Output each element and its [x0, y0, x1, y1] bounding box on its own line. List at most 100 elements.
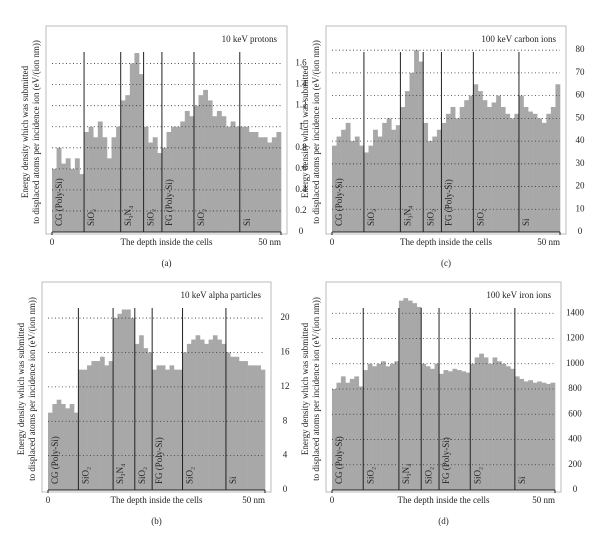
bar	[175, 126, 181, 232]
layer-label: CG (Poly-Si)	[54, 178, 64, 226]
panel-label: (d)	[438, 516, 449, 526]
bar	[372, 366, 377, 490]
bar	[443, 370, 449, 490]
y-tick-label: 800	[568, 383, 582, 393]
bar	[130, 318, 136, 490]
bar	[111, 137, 117, 232]
x-tick-label: 50 nm	[242, 495, 265, 505]
bar	[510, 368, 516, 490]
bar	[88, 126, 94, 232]
bar	[439, 373, 444, 490]
bar	[403, 298, 409, 490]
bar	[134, 53, 140, 233]
y-tick-label: 1000	[566, 358, 585, 368]
bar	[95, 361, 101, 490]
layer-label: Si₃N₄	[402, 206, 412, 226]
bar	[106, 158, 112, 232]
bar	[523, 107, 529, 232]
bar	[528, 111, 533, 232]
bar	[217, 339, 222, 490]
bar	[523, 381, 529, 490]
y-tick-label: 1.2	[295, 100, 306, 110]
bar	[248, 132, 254, 232]
bar	[97, 121, 103, 232]
bar	[332, 145, 337, 232]
bar	[450, 107, 456, 232]
bar	[483, 357, 489, 490]
chart-title: 100 keV iron ions	[486, 290, 551, 300]
bar	[477, 91, 483, 232]
bar	[519, 378, 525, 490]
bar	[432, 136, 438, 232]
bar	[225, 352, 231, 490]
bar	[212, 116, 218, 232]
y-tick-label: 1200	[566, 333, 585, 343]
bar	[87, 365, 92, 490]
layer-label: Si	[242, 218, 252, 226]
y-tick-label: 40	[576, 135, 586, 145]
bar	[178, 369, 183, 490]
y-tick-label: 0	[573, 484, 578, 494]
bar	[238, 361, 244, 490]
layer-label: SiO₂	[472, 467, 482, 484]
y-tick-label: 0	[578, 226, 583, 236]
y-tick-label: 600	[568, 408, 582, 418]
x-tick-label: 50 nm	[532, 495, 555, 505]
layer-label: SiO₂	[366, 209, 376, 226]
bar	[244, 126, 250, 232]
bar	[157, 153, 163, 232]
bar	[189, 116, 195, 232]
layer-label: SiO₂	[196, 209, 206, 226]
bar	[208, 339, 214, 490]
bar	[156, 365, 162, 490]
y-tick-label: 30	[576, 158, 586, 168]
bar	[74, 158, 80, 232]
bar	[165, 369, 170, 490]
bar	[61, 163, 67, 232]
bar	[505, 113, 511, 232]
y-tick-label: 0.4	[295, 184, 307, 194]
bar	[69, 404, 75, 490]
chart-title: 10 keV protons	[222, 34, 278, 44]
y-axis-label: Energy density which was submitted	[300, 65, 310, 198]
bar	[276, 132, 282, 232]
bar	[455, 118, 460, 232]
bar	[381, 361, 386, 490]
y-axis-label: Energy density which was submitted	[16, 322, 26, 455]
bar	[207, 100, 213, 232]
bar	[385, 366, 391, 490]
bar	[247, 365, 253, 490]
bar	[134, 343, 140, 490]
y-tick-label: 20	[281, 312, 291, 322]
bar	[465, 372, 471, 490]
y-axis-label: Energy density which was submitted	[20, 65, 30, 198]
bar	[446, 113, 451, 232]
bar	[340, 376, 346, 490]
bar	[555, 84, 561, 232]
layer-label: FG (Poly-Si)	[441, 437, 451, 484]
bar	[221, 343, 227, 490]
layer-label: CG (Poly-Si)	[334, 178, 344, 226]
bar	[376, 363, 382, 490]
bar	[474, 357, 480, 490]
bar	[166, 132, 172, 232]
layer-label: CG (Poly-Si)	[334, 436, 344, 484]
bar	[260, 369, 266, 490]
bar	[345, 122, 351, 232]
y-tick-label: 200	[568, 459, 582, 469]
bar	[425, 366, 431, 490]
layer-label: Si₃N₄	[115, 464, 125, 484]
chart-title: 100 keV carbon ions	[481, 34, 556, 44]
bar	[199, 339, 205, 490]
bar	[514, 376, 520, 490]
layer-label: Si	[521, 218, 531, 226]
bar	[404, 91, 410, 232]
bar	[373, 129, 378, 232]
bar	[65, 158, 71, 232]
bar	[251, 365, 257, 490]
x-axis-label: The depth inside the cells	[111, 495, 203, 505]
bar	[336, 382, 342, 490]
bar	[216, 110, 222, 232]
bar	[104, 365, 110, 490]
